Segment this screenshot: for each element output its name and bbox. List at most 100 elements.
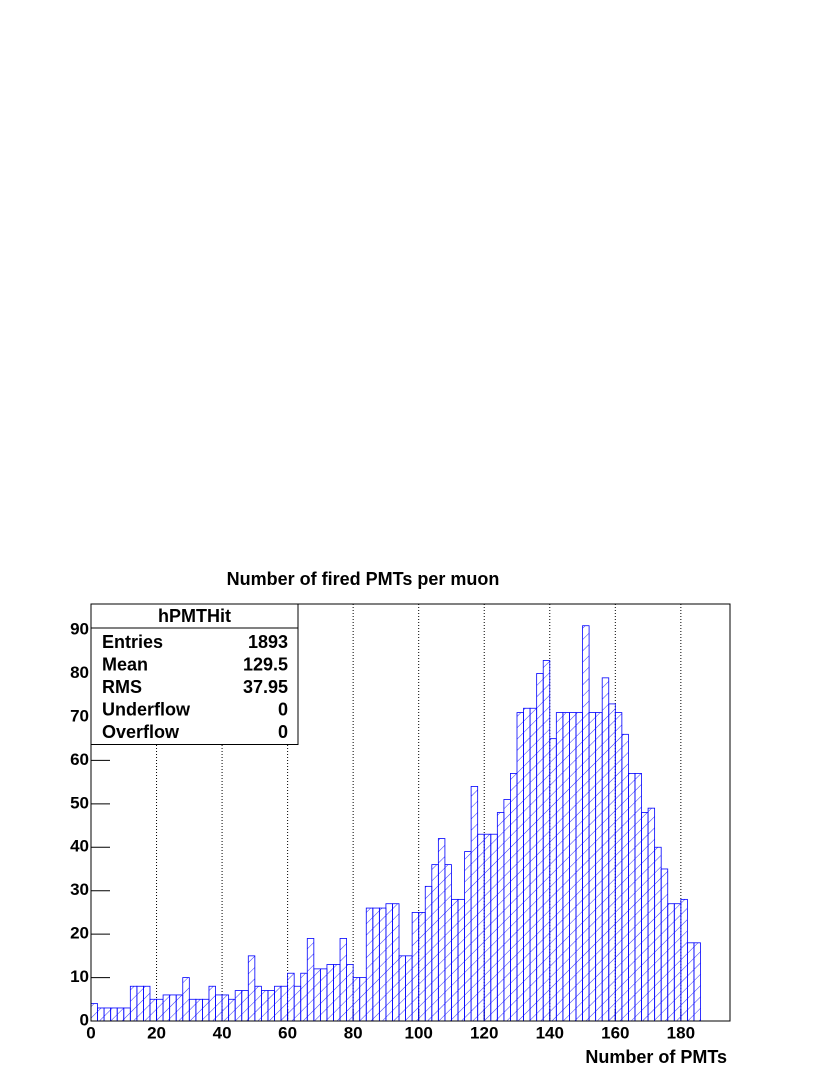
bar (110, 1007, 118, 1022)
stats-label: Entries (102, 632, 163, 652)
bar (267, 990, 275, 1022)
bar (346, 964, 354, 1022)
bar (647, 807, 656, 1022)
bar (503, 799, 511, 1022)
stats-label: Mean (102, 654, 148, 674)
bar (326, 964, 334, 1022)
bar (575, 712, 583, 1022)
bar (614, 712, 623, 1022)
bar (437, 838, 446, 1022)
x-tick-label: 60 (278, 1023, 297, 1042)
stats-value: 129.5 (243, 654, 288, 674)
bar (300, 972, 308, 1022)
bar (274, 985, 282, 1022)
stats-value: 0 (278, 699, 288, 719)
bar (234, 990, 243, 1022)
bar (385, 903, 393, 1022)
bar (411, 912, 420, 1022)
bar (103, 1007, 112, 1022)
bar (90, 1003, 98, 1022)
bar (123, 1007, 131, 1022)
bar (359, 977, 367, 1022)
bar (313, 968, 321, 1022)
bar (149, 998, 157, 1022)
bar (542, 660, 551, 1022)
bar (516, 712, 524, 1022)
bar (555, 712, 564, 1022)
bar (470, 786, 479, 1022)
bar (608, 703, 616, 1022)
bar (523, 707, 531, 1022)
bar (660, 868, 669, 1022)
bar (306, 938, 315, 1022)
bar (418, 912, 426, 1022)
bar (260, 990, 269, 1022)
bar (431, 864, 439, 1022)
x-tick-label: 160 (601, 1023, 629, 1042)
bar (228, 998, 236, 1022)
bar (339, 938, 347, 1022)
bar (621, 733, 629, 1022)
chart-title: Number of fired PMTs per muon (227, 569, 500, 589)
bar (444, 864, 452, 1022)
stats-value: 37.95 (243, 677, 288, 697)
y-tick-label: 30 (70, 880, 89, 899)
bar (215, 994, 223, 1022)
stats-label: Overflow (102, 722, 180, 742)
y-tick-label: 70 (70, 706, 89, 725)
bar (490, 833, 498, 1022)
bar (687, 942, 695, 1022)
y-tick-label: 20 (70, 924, 89, 943)
x-tick-label: 120 (470, 1023, 498, 1042)
bar (510, 773, 518, 1022)
bar (496, 812, 505, 1022)
x-tick-label: 20 (147, 1023, 166, 1042)
bar (398, 955, 406, 1022)
bar (156, 998, 164, 1022)
bar (693, 942, 701, 1022)
x-tick-label: 80 (344, 1023, 363, 1042)
bar (464, 851, 472, 1022)
bar (188, 998, 197, 1022)
bar (588, 712, 597, 1022)
bar (529, 707, 538, 1022)
bar (169, 994, 177, 1022)
bar (634, 773, 642, 1022)
bar (405, 955, 413, 1022)
bar (569, 712, 577, 1022)
bar (136, 985, 144, 1022)
bar (182, 977, 190, 1022)
x-tick-label: 180 (667, 1023, 695, 1042)
bar (549, 738, 557, 1022)
bar (116, 1007, 125, 1022)
bar (392, 903, 400, 1022)
bar (287, 972, 295, 1022)
bar (673, 903, 682, 1022)
bar (372, 907, 380, 1022)
bar (162, 994, 171, 1022)
bar (319, 968, 328, 1022)
x-tick-label: 100 (405, 1023, 433, 1042)
y-tick-label: 90 (70, 620, 89, 639)
bar (483, 833, 492, 1022)
bar (451, 898, 459, 1022)
bar (365, 907, 374, 1022)
bar (254, 985, 262, 1022)
y-tick-label: 80 (70, 663, 89, 682)
y-tick-label: 60 (70, 750, 89, 769)
stats-value: 0 (278, 722, 288, 742)
bar (601, 677, 610, 1022)
bar (595, 712, 603, 1022)
bar (628, 773, 636, 1022)
bar (562, 712, 570, 1022)
plot-frame (90, 603, 731, 1022)
stats-label: RMS (102, 677, 142, 697)
bar (333, 964, 341, 1022)
bar (129, 985, 138, 1022)
bar (667, 903, 675, 1022)
x-tick-label: 140 (536, 1023, 564, 1042)
bar (582, 625, 590, 1022)
bar (477, 833, 485, 1022)
